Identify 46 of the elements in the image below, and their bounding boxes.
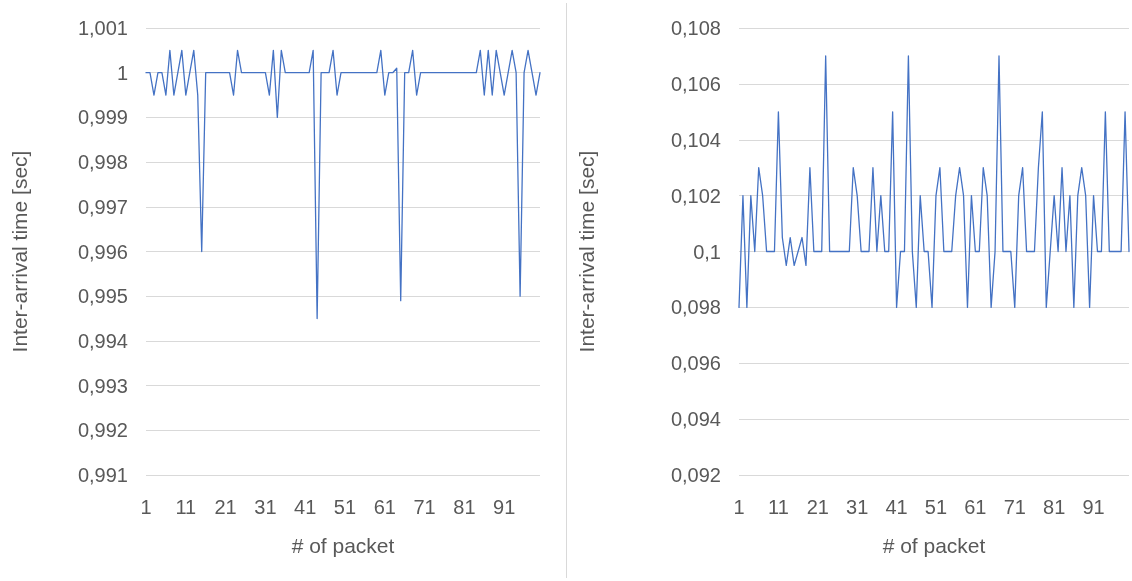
y-tick-label: 0,108 (670, 17, 721, 39)
x-tick-label: 51 (333, 496, 357, 518)
y-tick-label: 0,098 (670, 296, 721, 319)
y-tick-label: 0,106 (670, 72, 721, 95)
y-tick-label: 0,994 (77, 329, 128, 352)
x-axis-title: # of packet (882, 534, 986, 557)
x-tick-label: 71 (1003, 496, 1026, 518)
x-tick-label: 11 (175, 496, 197, 518)
y-tick-label: 0,104 (670, 128, 721, 151)
x-tick-label: 21 (214, 496, 237, 518)
x-tick-label: 51 (924, 496, 948, 518)
x-tick-label: 71 (413, 496, 436, 518)
y-tick-label: 0,1 (693, 240, 721, 263)
y-tick-label: 0,998 (77, 151, 128, 174)
y-tick-label: 0,092 (670, 464, 721, 486)
y-tick-label: 0,992 (77, 419, 128, 442)
y-tick-label: 0,997 (77, 195, 128, 218)
x-tick-label: 1 (733, 496, 745, 518)
x-tick-label: 31 (254, 496, 277, 518)
x-tick-label: 31 (846, 496, 869, 518)
x-tick-label: 91 (493, 496, 516, 518)
y-tick-label: 0,102 (670, 184, 721, 207)
line-series (145, 49, 541, 320)
x-tick-label: 91 (1082, 496, 1105, 518)
x-axis-title: # of packet (291, 534, 395, 557)
x-tick-label: 81 (1043, 496, 1066, 518)
x-tick-label: 11 (768, 496, 789, 518)
x-tick-label: 21 (806, 496, 829, 518)
x-tick-label: 61 (964, 496, 987, 518)
x-tick-label: 81 (453, 496, 476, 518)
y-tick-label: 0,096 (670, 352, 721, 375)
x-tick-label: 1 (140, 496, 152, 518)
y-tick-label: 0,999 (77, 106, 128, 129)
y-tick-label: 0,995 (77, 285, 128, 308)
y-tick-label: 1 (116, 61, 128, 84)
y-tick-label: 0,996 (77, 240, 128, 263)
y-tick-label: 0,993 (77, 374, 128, 397)
y-axis-title: Inter-arrival time [sec] (575, 150, 598, 353)
y-tick-label: 0,991 (77, 464, 128, 486)
x-tick-label: 41 (294, 496, 317, 518)
line-series (738, 55, 1130, 309)
y-tick-label: 1,001 (77, 17, 128, 39)
x-tick-label: 41 (885, 496, 908, 518)
y-axis-title: Inter-arrival time [sec] (8, 150, 31, 353)
x-tick-label: 61 (373, 496, 396, 518)
y-tick-label: 0,094 (670, 408, 721, 431)
